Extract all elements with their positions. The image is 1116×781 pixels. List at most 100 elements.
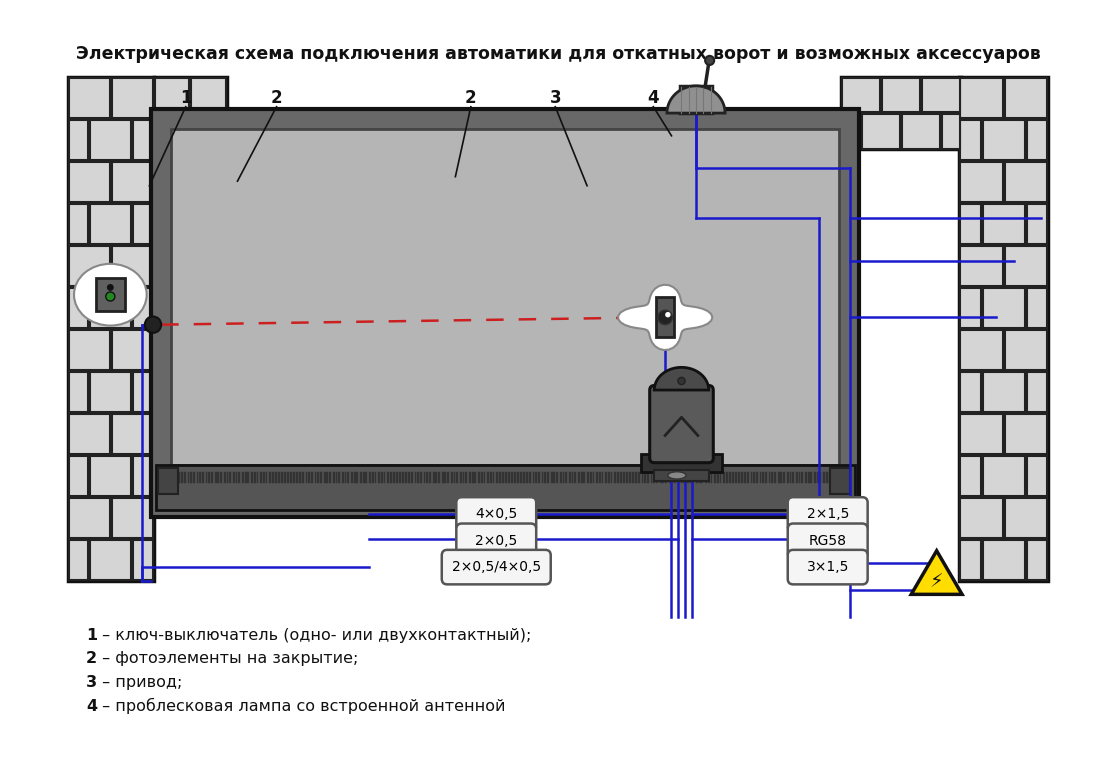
Bar — [463, 472, 464, 483]
Bar — [536, 472, 537, 483]
Bar — [68, 246, 109, 286]
Bar — [547, 472, 549, 483]
Bar — [642, 472, 643, 483]
Bar — [775, 472, 776, 483]
Text: Электрическая схема подключения автоматики для откатных ворот и возможных аксесс: Электрическая схема подключения автомати… — [76, 45, 1040, 63]
Bar — [233, 472, 234, 483]
Bar — [320, 472, 321, 483]
Bar — [538, 472, 540, 483]
Bar — [696, 472, 698, 483]
Bar — [389, 472, 392, 483]
Bar — [783, 472, 785, 483]
Bar — [545, 472, 546, 483]
Bar — [672, 472, 673, 483]
Bar — [708, 472, 710, 483]
Bar — [727, 472, 728, 483]
Bar — [481, 472, 482, 483]
Bar — [830, 468, 850, 494]
Bar — [844, 472, 846, 483]
Bar — [647, 472, 648, 483]
Bar — [817, 472, 819, 483]
Text: 4: 4 — [647, 89, 660, 107]
Bar — [218, 472, 220, 483]
Bar — [1004, 77, 1048, 118]
Bar — [753, 472, 756, 483]
Text: 2×0,5: 2×0,5 — [475, 533, 518, 547]
Bar — [514, 472, 517, 483]
Bar — [112, 77, 153, 118]
Bar — [692, 472, 694, 483]
Bar — [172, 472, 174, 483]
Bar — [589, 472, 591, 483]
Text: 2: 2 — [86, 651, 97, 666]
Bar — [191, 77, 225, 112]
Text: 2×1,5: 2×1,5 — [807, 508, 849, 522]
Bar — [405, 472, 407, 483]
Bar — [408, 472, 410, 483]
Bar — [378, 472, 381, 483]
Bar — [311, 472, 312, 483]
Bar — [68, 497, 109, 538]
Bar — [315, 472, 317, 483]
Bar — [982, 119, 1026, 160]
Bar — [356, 472, 358, 483]
Bar — [205, 472, 208, 483]
Bar — [690, 472, 692, 483]
Bar — [151, 109, 859, 517]
Bar — [248, 472, 249, 483]
Bar — [599, 472, 600, 483]
Bar — [762, 472, 764, 483]
Bar — [133, 204, 153, 244]
Bar — [847, 472, 848, 483]
Circle shape — [107, 285, 113, 291]
Bar — [792, 472, 795, 483]
Bar — [170, 472, 171, 483]
Bar — [253, 472, 256, 483]
Text: – привод;: – привод; — [97, 675, 182, 690]
Text: ⚡: ⚡ — [930, 572, 943, 591]
Circle shape — [106, 292, 115, 301]
Bar — [1004, 497, 1048, 538]
Bar — [554, 472, 556, 483]
Bar — [133, 119, 153, 160]
Bar — [200, 472, 201, 483]
Bar — [982, 540, 1026, 580]
Text: 4×0,5: 4×0,5 — [475, 508, 518, 522]
Bar — [202, 472, 204, 483]
Bar — [161, 472, 162, 483]
Bar — [283, 472, 286, 483]
Bar — [433, 472, 434, 483]
Bar — [619, 472, 622, 483]
Circle shape — [677, 377, 685, 384]
Text: 1: 1 — [86, 628, 97, 643]
Text: 3: 3 — [549, 89, 561, 107]
Bar — [483, 472, 485, 483]
Bar — [789, 472, 791, 483]
Bar — [324, 472, 326, 483]
Bar — [341, 472, 344, 483]
Bar — [269, 472, 271, 483]
Bar — [478, 472, 480, 483]
Bar — [179, 472, 181, 483]
Bar — [384, 472, 385, 483]
Bar — [196, 472, 199, 483]
Bar — [420, 472, 422, 483]
Bar — [175, 472, 176, 483]
Bar — [308, 472, 310, 483]
Bar — [396, 472, 398, 483]
Bar — [580, 472, 583, 483]
FancyBboxPatch shape — [788, 523, 867, 558]
Bar — [628, 472, 631, 483]
Bar — [166, 472, 167, 483]
Bar — [960, 455, 981, 496]
Bar — [922, 77, 960, 112]
Text: 4: 4 — [86, 698, 97, 714]
Bar — [158, 468, 179, 494]
Bar — [297, 472, 298, 483]
Bar — [211, 472, 213, 483]
Bar — [814, 472, 816, 483]
Bar — [744, 472, 745, 483]
Bar — [651, 472, 653, 483]
Bar — [624, 472, 625, 483]
Bar — [756, 472, 758, 483]
